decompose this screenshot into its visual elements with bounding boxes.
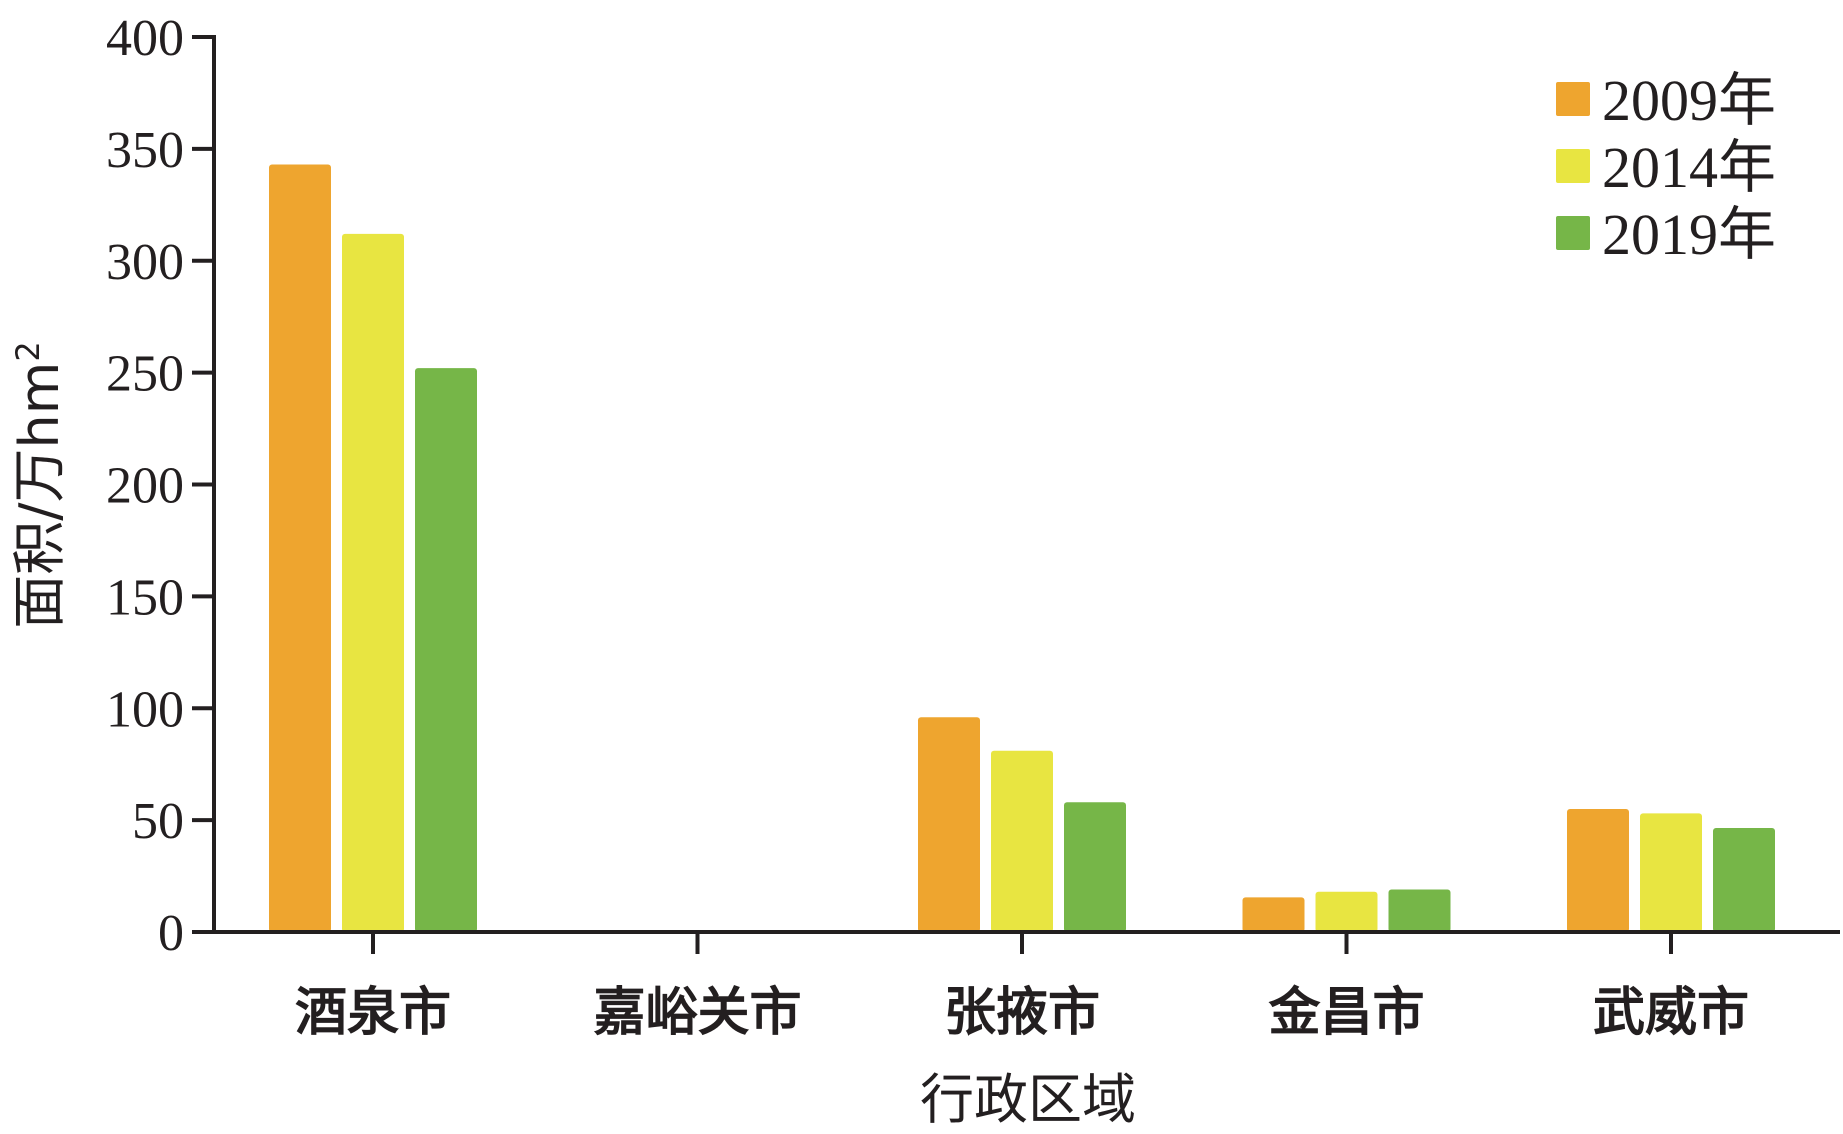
bar [342,233,404,932]
y-axis-title-main: 面积/万hm [8,362,71,629]
bar [269,164,331,933]
bar [1388,889,1451,932]
x-tick-label: 嘉峪关市 [593,983,801,1043]
x-axis-title: 行政区域 [920,1068,1136,1131]
y-axis: 0 50 100 150 200 250 300 350 400 [106,10,216,962]
y-tick-label: 0 [158,905,184,962]
x-axis: 酒泉市 嘉峪关市 张掖市 金昌市 武威市 [212,930,1840,1043]
y-tick-label: 400 [106,10,184,67]
y-axis-title: 面积/万hm2 [8,341,71,628]
legend-swatch [1556,82,1590,116]
legend-swatch [1556,216,1590,250]
bar [1315,891,1378,932]
y-tick-label: 150 [106,569,184,626]
bar [991,750,1053,932]
x-tick-label: 金昌市 [1267,983,1424,1043]
y-tick-label: 100 [106,681,184,738]
x-tick-label: 武威市 [1593,983,1749,1043]
bars-layer [269,164,1775,933]
bar [918,717,980,932]
x-tick-label: 酒泉市 [295,983,451,1043]
bar [1713,827,1775,932]
y-tick-label: 250 [106,346,184,403]
x-tick-label: 张掖市 [944,983,1100,1043]
y-tick-label: 50 [132,793,184,850]
legend-swatch [1556,149,1590,183]
bar [1064,802,1126,932]
y-axis-title-superscript: 2 [9,341,47,361]
y-tick-label: 200 [106,458,184,515]
bar [415,368,477,932]
bar [1242,897,1305,932]
bar [1640,813,1702,932]
y-tick-label: 300 [106,234,184,291]
legend-label: 2009年 [1602,68,1776,133]
legend-label: 2014年 [1602,135,1776,200]
bar [1567,808,1629,932]
y-tick-label: 350 [106,122,184,179]
legend-label: 2019年 [1602,202,1776,267]
